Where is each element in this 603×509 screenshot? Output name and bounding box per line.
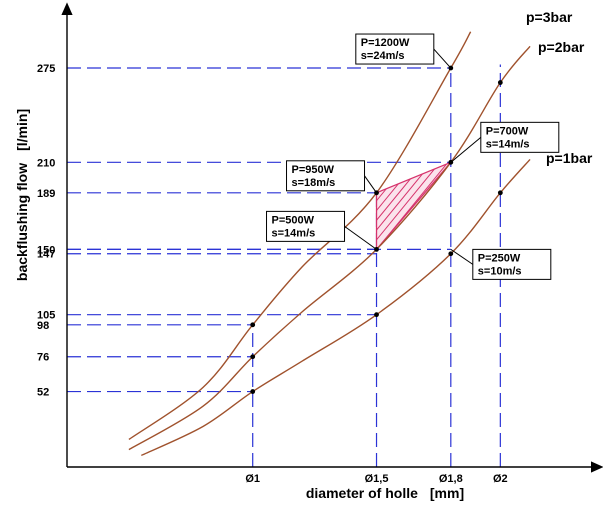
callout-leader [344,225,377,250]
data-point [250,389,256,394]
data-point [448,251,454,257]
data-point [374,312,379,318]
callout-frame [266,210,346,242]
callout-text: P=1200W [361,37,410,49]
callout-text: s=18m/s [292,177,336,189]
series-line-3 [140,158,531,457]
y-tick-label: 52 [37,387,49,399]
y-tick-label: 98 [37,320,49,332]
y-tick-label: 150 [37,244,55,256]
callout-frame [355,33,435,65]
callout-text: s=10m/s [478,265,522,277]
hatch-line [376,162,443,250]
hatch-line [376,162,451,250]
callout-text: P=500W [272,214,315,226]
y-tick-label: 76 [37,352,49,364]
callout-frame [472,248,552,280]
y-tick-label: 210 [37,157,55,169]
hatch-line [440,162,451,250]
y-tick-label: 189 [37,188,55,200]
callout-frame [480,121,560,153]
series-label: p=1bar [546,150,593,166]
callout-frame [286,160,366,192]
callout-leader [450,136,482,163]
x-tick-label: Ø1,8 [439,473,463,485]
y-tick-label: 147 [37,249,55,261]
x-tick-label: Ø1 [245,473,260,485]
series-line-1 [128,31,472,441]
callout-text: P=700W [486,125,529,137]
y-tick-label: 275 [37,63,55,75]
hatch-line [465,149,555,259]
callout-text: s=24m/s [361,50,405,62]
hatch-line [424,162,451,250]
callout-leader [433,48,452,69]
hatch-line [376,162,451,250]
hatch-line [408,162,451,250]
callout-leader [450,248,474,265]
callout-text: P=250W [478,252,521,264]
series-line-2 [128,45,531,451]
series-label: p=3bar [526,9,573,25]
callout-leader [364,175,377,194]
callout-text: s=14m/s [486,138,530,150]
y-axis-label: backflushing flow[l/min] [14,109,30,281]
data-point [497,80,503,85]
data-point [497,190,503,196]
x-axis-label: diameter of holle [mm] [306,485,464,501]
series-label: p=2bar [538,39,585,55]
y-tick-label: 105 [37,310,55,322]
hatch-line [457,149,547,259]
x-tick-label: Ø2 [493,473,508,485]
x-tick-label: Ø1,5 [365,473,389,485]
callout-text: s=14m/s [272,227,316,239]
data-point [250,322,256,328]
callout-text: P=950W [292,164,335,176]
data-point [250,354,256,360]
